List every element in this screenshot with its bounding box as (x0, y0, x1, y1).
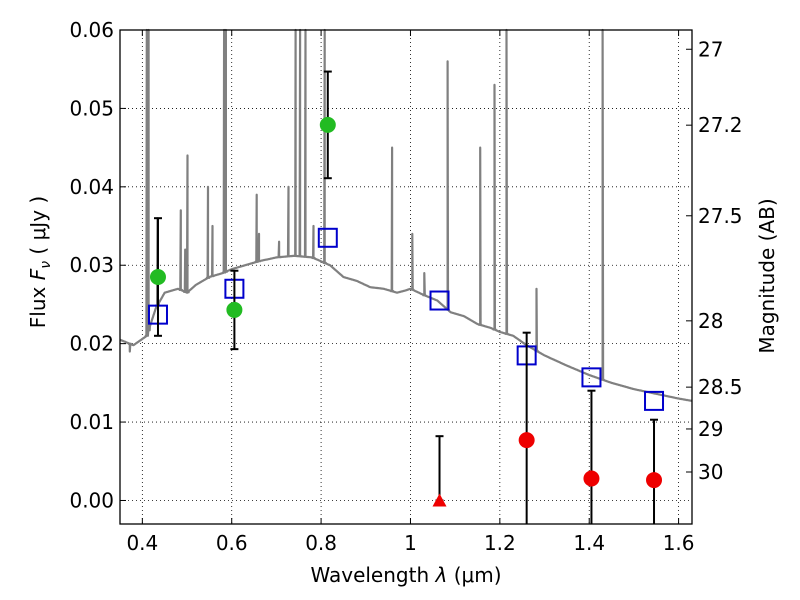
x-tick-label: 1.4 (573, 531, 605, 555)
y-tick-label: 0.05 (69, 96, 114, 120)
observed-flux-point (583, 470, 600, 487)
upper-limit-triangle (432, 493, 447, 507)
y-tick-label: 0.00 (69, 488, 114, 512)
x-tick-label: 1.6 (663, 531, 695, 555)
y-axis-label: Flux Fν ( μJy ) (26, 196, 54, 328)
observed-flux-point (226, 301, 243, 318)
data-points (147, 70, 665, 524)
y2-tick-label: 27 (698, 37, 723, 61)
right-axis-label: Magnitude (AB) (755, 198, 779, 353)
y-tick-label: 0.04 (69, 175, 114, 199)
observed-flux-point (518, 432, 535, 449)
observed-flux-point (319, 116, 336, 133)
y2-tick-label: 28.5 (698, 375, 743, 399)
model-spectrum-line (119, 28, 693, 402)
x-tick-label: 1.2 (484, 531, 516, 555)
y-tick-label: 0.06 (69, 18, 114, 42)
y2-tick-label: 28 (698, 309, 723, 333)
y2-tick-label: 27.5 (698, 204, 743, 228)
plot-frame (119, 29, 693, 525)
axes: 0.4 0.6 0.8 1 1.2 1.4 1.6 0.00 0.01 0.02 0.03 0.04 0… (69, 18, 742, 555)
x-tick-label: 0.4 (126, 531, 158, 555)
y2-tick-label: 30 (698, 460, 723, 484)
y-tick-label: 0.03 (69, 253, 114, 277)
grid-lines (120, 29, 692, 524)
model-photometry-square (581, 367, 602, 388)
y-tick-label: 0.01 (69, 410, 114, 434)
model-photometry-square (429, 290, 450, 311)
observed-flux-point (149, 269, 166, 285)
y2-tick-label: 27.2 (698, 113, 743, 137)
model-photometry-square (317, 227, 338, 248)
x-tick-label: 1 (404, 531, 417, 555)
x-axis-label: Wavelength λ (μm) (310, 563, 501, 587)
y2-tick-label: 29 (698, 417, 723, 441)
x-tick-label: 0.8 (305, 531, 337, 555)
x-tick-label: 0.6 (216, 531, 248, 555)
model-spectrum (119, 28, 693, 402)
model-photometry-square (644, 390, 665, 411)
y-tick-label: 0.02 (69, 332, 114, 356)
observed-flux-point (646, 472, 663, 489)
